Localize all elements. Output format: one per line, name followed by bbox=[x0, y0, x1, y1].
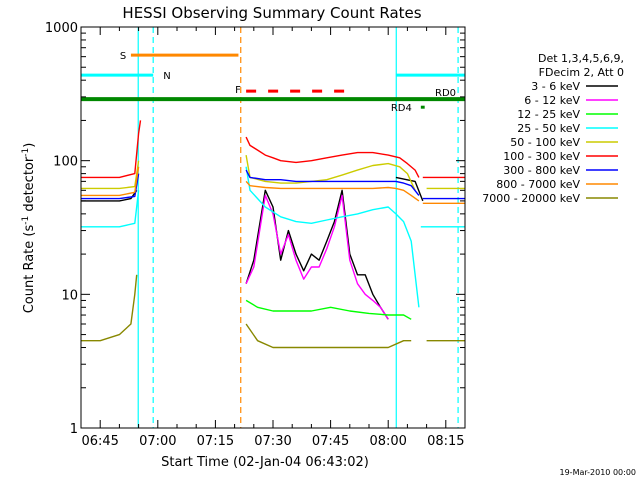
y-axis-label-sup2: -1 bbox=[21, 148, 31, 157]
legend-label-1: 6 - 12 keV bbox=[524, 94, 580, 107]
x-tick-label-0: 06:45 bbox=[81, 434, 118, 449]
y-axis-label-main: Count Rate (s bbox=[22, 225, 37, 314]
chart-title: HESSI Observing Summary Count Rates bbox=[122, 4, 421, 22]
flag-label-f: F bbox=[235, 85, 241, 96]
series-0-segment-2 bbox=[395, 176, 424, 202]
x-tick-label-5: 08:00 bbox=[369, 434, 406, 449]
y-axis-label-mid: detector bbox=[22, 156, 37, 216]
axes: 06:45 07:00 07:15 07:30 07:45 08:00 08:15 1 10 10… bbox=[45, 21, 466, 449]
x-axis-label: Start Time (02-Jan-04 06:43:02) bbox=[161, 455, 369, 470]
y-tick-label-0: 1 bbox=[70, 422, 78, 437]
legend-label-7: 800 - 7000 keV bbox=[496, 178, 580, 191]
y-tick-label-3: 1000 bbox=[45, 21, 78, 36]
legend-label-8: 7000 - 20000 keV bbox=[482, 192, 580, 205]
y-tick-label-1: 10 bbox=[61, 288, 78, 303]
legend-label-5: 100 - 300 keV bbox=[503, 150, 580, 163]
series-8-segment-0 bbox=[81, 274, 138, 342]
series-1-segment-0 bbox=[245, 194, 389, 320]
y-axis-label: Count Rate (s-1 detector-1) bbox=[21, 143, 37, 314]
series-3-segment-0 bbox=[81, 190, 140, 228]
legend: Det 1,3,4,5,6,9,FDecim 2, Att 03 - 6 keV… bbox=[482, 52, 624, 205]
legend-label-2: 12 - 25 keV bbox=[517, 108, 580, 121]
series-0-segment-0 bbox=[81, 189, 138, 202]
series-4-segment-0 bbox=[81, 160, 140, 190]
series-6-segment-1 bbox=[245, 169, 420, 196]
series-0-segment-1 bbox=[245, 189, 389, 320]
flag-label-rd0: RD0 bbox=[435, 88, 456, 99]
legend-header-0: Det 1,3,4,5,6,9, bbox=[538, 52, 624, 65]
legend-label-0: 3 - 6 keV bbox=[531, 80, 580, 93]
legend-label-3: 25 - 50 keV bbox=[517, 122, 580, 135]
series-2-segment-0 bbox=[245, 299, 412, 320]
legend-label-4: 50 - 100 keV bbox=[510, 136, 580, 149]
x-tick-label-1: 07:00 bbox=[139, 434, 176, 449]
plot-area: S N F RD0 RD4 bbox=[81, 27, 465, 428]
y-axis-label-end: ) bbox=[22, 143, 37, 148]
series-8-segment-1 bbox=[245, 323, 412, 349]
series-6-segment-0 bbox=[81, 173, 140, 200]
footer-timestamp: 19-Mar-2010 00:00 bbox=[560, 468, 637, 477]
flag-label-rd4: RD4 bbox=[391, 103, 412, 114]
series-5-segment-0 bbox=[81, 120, 142, 179]
y-tick-label-2: 100 bbox=[53, 155, 78, 170]
series-7-segment-0 bbox=[81, 166, 140, 197]
series-7-segment-1 bbox=[245, 180, 420, 202]
series-3-segment-1 bbox=[245, 166, 420, 308]
x-tick-label-3: 07:30 bbox=[254, 434, 291, 449]
y-axis-label-sup1: -1 bbox=[21, 216, 31, 225]
x-tick-label-4: 07:45 bbox=[312, 434, 349, 449]
x-tick-label-2: 07:15 bbox=[197, 434, 234, 449]
series-4-segment-1 bbox=[245, 154, 416, 191]
legend-label-6: 300 - 800 keV bbox=[503, 164, 580, 177]
legend-header-1: FDecim 2, Att 0 bbox=[539, 66, 624, 79]
flag-label-n: N bbox=[163, 71, 170, 82]
series-5-segment-1 bbox=[245, 136, 420, 178]
x-tick-label-6: 08:15 bbox=[427, 434, 464, 449]
flag-label-s: S bbox=[120, 51, 126, 62]
